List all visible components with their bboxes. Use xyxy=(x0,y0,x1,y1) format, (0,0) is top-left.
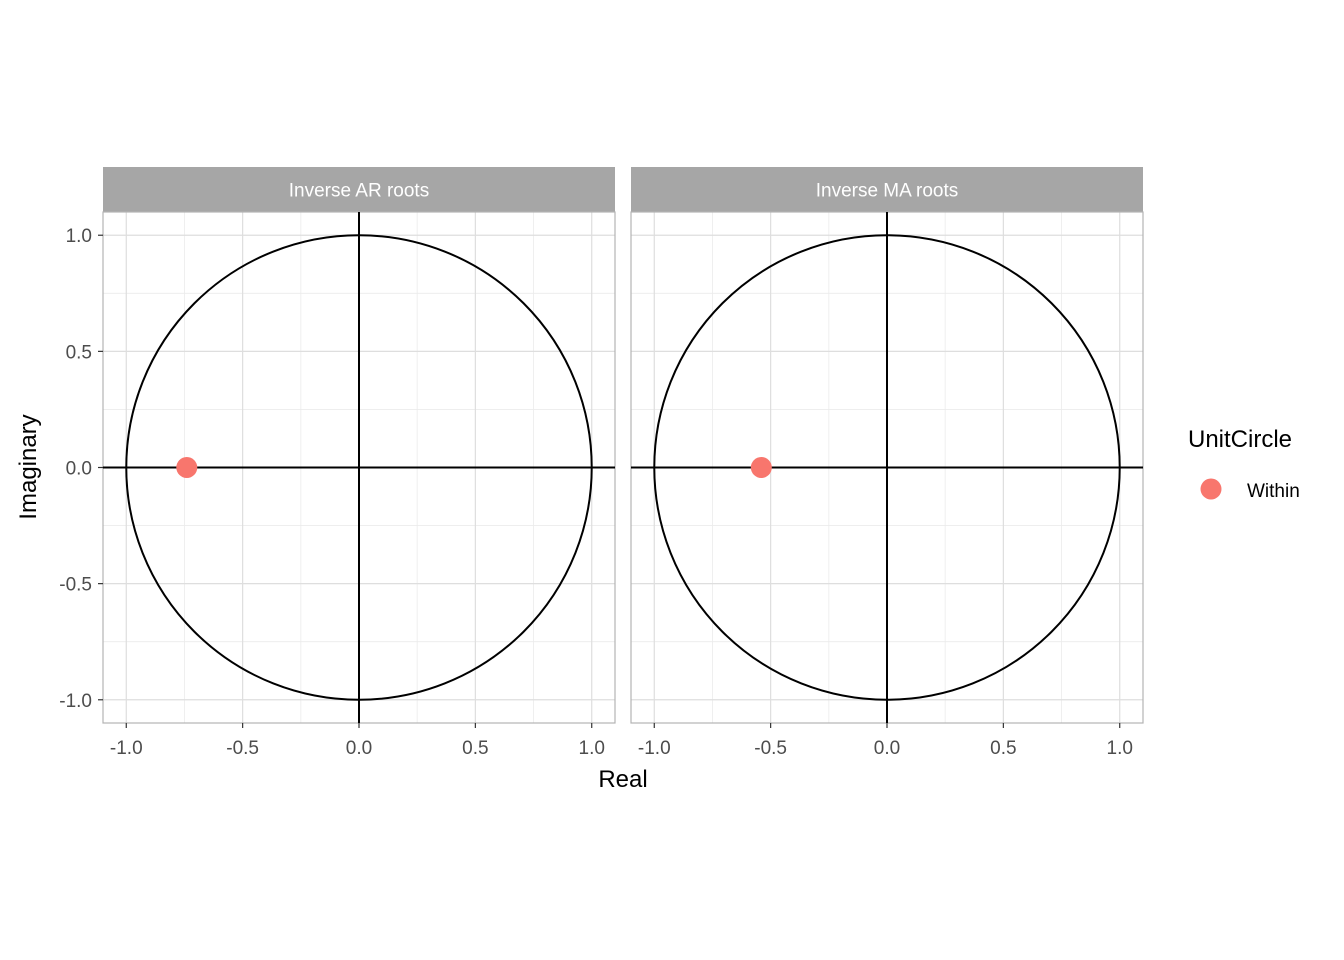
facet-strip-label: Inverse MA roots xyxy=(816,181,959,202)
x-tick-label: 0.0 xyxy=(346,738,372,759)
x-tick-label: 0.5 xyxy=(462,738,488,759)
unit-circle xyxy=(653,234,1121,701)
x-tick-label: -0.5 xyxy=(226,738,259,759)
root-point xyxy=(750,457,772,478)
x-tick-label: 1.0 xyxy=(1107,738,1133,759)
panel-1: Inverse AR roots -1.0 -0.5 0.0 0.5 1.0 -1.0 -0.… xyxy=(59,167,616,759)
facet-panels: Inverse AR roots -1.0 -0.5 0.0 0.5 1.0 -1.0 -0.… xyxy=(59,167,1144,759)
y-tick-label: -0.5 xyxy=(59,575,92,596)
unit-circle xyxy=(125,234,593,701)
legend-key-within xyxy=(1200,478,1222,500)
legend: UnitCircle Within xyxy=(1188,426,1300,502)
panel-2: Inverse MA roots -1.0 -0.5 0.0 0.5 1.0 xyxy=(630,167,1144,759)
legend-label-within: Within xyxy=(1247,481,1300,502)
root-point xyxy=(176,457,198,478)
x-tick-label: 1.0 xyxy=(579,738,605,759)
x-tick-label: 0.0 xyxy=(874,738,900,759)
x-tick-label: 0.5 xyxy=(990,738,1016,759)
facet-strip xyxy=(631,167,1143,212)
x-tick-label: -0.5 xyxy=(754,738,787,759)
y-tick-label: 1.0 xyxy=(66,226,92,247)
x-tick-label: -1.0 xyxy=(638,738,671,759)
y-tick-label: -1.0 xyxy=(59,691,92,712)
x-axis-title: Real xyxy=(598,766,647,793)
facet-strip xyxy=(103,167,615,212)
y-axis-title: Imaginary xyxy=(15,414,42,519)
legend-title: UnitCircle xyxy=(1188,426,1292,453)
facet-strip-label: Inverse AR roots xyxy=(289,181,429,202)
x-tick-label: -1.0 xyxy=(110,738,143,759)
y-tick-label: 0.5 xyxy=(66,342,92,363)
y-tick-label: 0.0 xyxy=(66,459,92,480)
